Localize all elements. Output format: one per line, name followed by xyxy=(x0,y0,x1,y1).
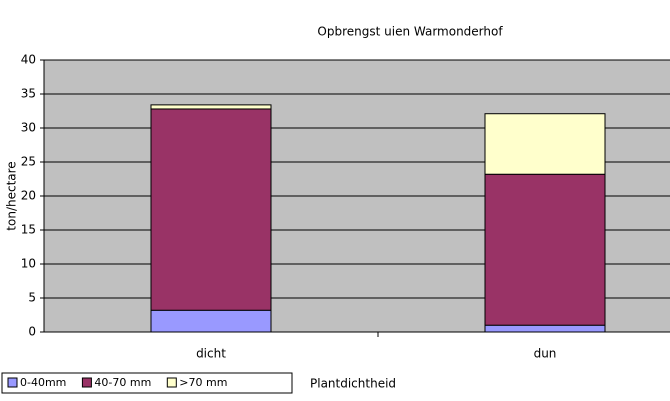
x-axis-label: Plantdichtheid xyxy=(310,377,396,391)
y-tick-label: 0 xyxy=(28,325,36,339)
y-tick-label: 10 xyxy=(21,257,36,271)
bar-segment xyxy=(484,173,606,326)
bar-segment xyxy=(484,324,606,333)
legend-box xyxy=(1,372,293,394)
y-tick-label: 40 xyxy=(21,53,36,67)
bar-segment xyxy=(150,309,272,333)
legend-label: 0-40mm xyxy=(20,376,66,389)
y-tick-label: 25 xyxy=(21,155,36,169)
x-tick-label: dicht xyxy=(196,347,226,361)
x-tick-label: dun xyxy=(534,347,557,361)
y-tick-label: 30 xyxy=(21,121,36,135)
legend: 0-40mm 40-70 mm >70 mm xyxy=(1,372,293,394)
y-tick-label: 5 xyxy=(28,291,36,305)
legend-label: >70 mm xyxy=(179,376,227,389)
y-tick-label: 20 xyxy=(21,189,36,203)
bar-segment xyxy=(150,108,272,311)
legend-swatch xyxy=(166,377,177,388)
chart-title: Opbrengst uien Warmonderhof xyxy=(317,25,503,39)
legend-label: 40-70 mm xyxy=(94,376,151,389)
legend-swatch xyxy=(7,377,18,388)
y-tick-label: 35 xyxy=(21,87,36,101)
y-tick-label: 15 xyxy=(21,223,36,237)
bar-segment xyxy=(150,104,272,110)
y-axis-label: ton/hectare xyxy=(5,161,19,230)
legend-swatch xyxy=(81,377,92,388)
bar-segment xyxy=(484,113,606,175)
